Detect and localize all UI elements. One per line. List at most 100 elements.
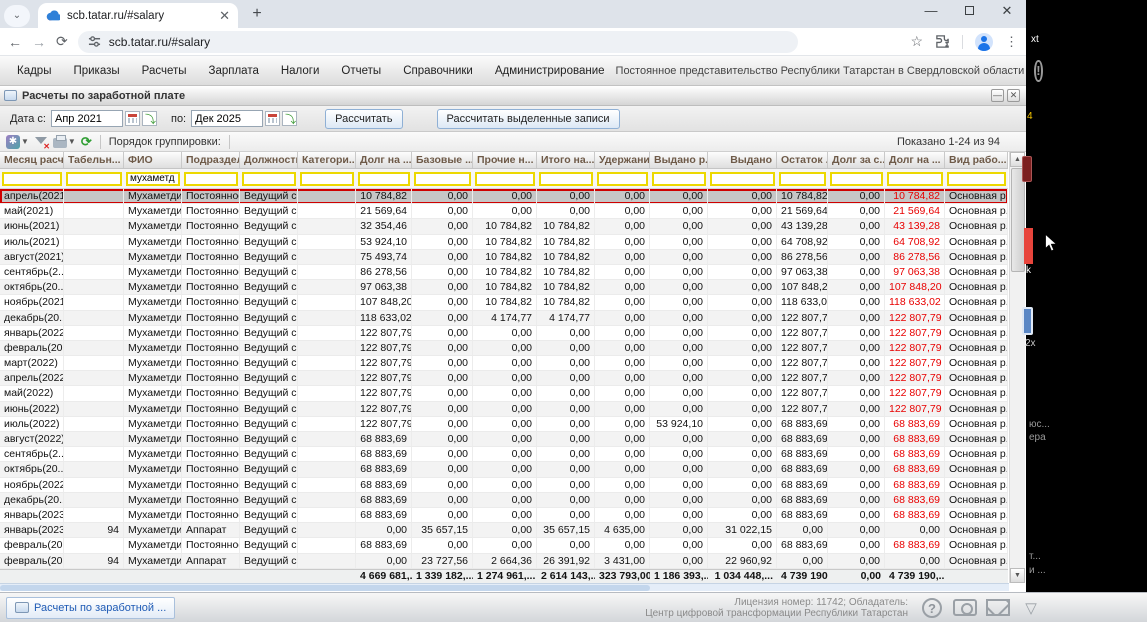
column-filter-input[interactable] <box>947 171 1006 186</box>
address-bar[interactable]: scb.tatar.ru/#salary <box>77 30 798 53</box>
table-row[interactable]: октябрь(20... Мухаметди...Постоянное...Ве… <box>0 280 1008 296</box>
column-filter-input[interactable] <box>597 171 648 186</box>
table-row[interactable]: март(2022) Мухаметди...Постоянное...Ведущ… <box>0 356 1008 372</box>
date-picker-icon[interactable] <box>282 111 298 127</box>
column-filter-input[interactable] <box>66 171 122 186</box>
bookmark-star-icon[interactable]: ☆ <box>910 33 923 49</box>
mail-envelope-icon[interactable] <box>986 599 1010 616</box>
window-close-button[interactable]: ✕ <box>1001 3 1013 18</box>
forward-icon[interactable]: → <box>32 33 46 50</box>
horizontal-scrollbar[interactable] <box>0 582 1009 591</box>
menu-item-raschety[interactable]: Расчеты <box>141 64 187 77</box>
column-filter-input[interactable] <box>300 171 354 186</box>
horizontal-scrollbar-thumb[interactable] <box>0 584 650 591</box>
settings-gear-icon[interactable]: ✱ ▼ <box>6 134 29 150</box>
tab-close-icon[interactable]: ✕ <box>219 7 230 23</box>
scroll-up-arrow[interactable]: ▲ <box>1010 152 1025 167</box>
menu-item-nalogi[interactable]: Налоги <box>280 64 320 77</box>
column-header[interactable]: Удержания <box>595 152 650 168</box>
column-filter-input[interactable] <box>2 171 62 186</box>
calendar-icon[interactable] <box>265 111 281 126</box>
table-row[interactable]: ноябрь(2021) Мухаметди...Постоянное...Вед… <box>0 295 1008 311</box>
vertical-scrollbar[interactable]: ▲ ▼ <box>1009 152 1025 583</box>
table-row[interactable]: август(2022) Мухаметди...Постоянное...Вед… <box>0 432 1008 448</box>
table-row[interactable]: январь(2023)94Мухаметди...АппаратВедущий… <box>0 523 1008 539</box>
column-header[interactable]: Должность <box>240 152 298 168</box>
chevron-down-icon[interactable]: ▽ <box>1025 599 1037 617</box>
column-header[interactable]: Долг за с... <box>828 152 885 168</box>
menu-item-otchety[interactable]: Отчеты <box>341 64 382 77</box>
table-row[interactable]: май(2021) Мухаметди...Постоянное...Ведущи… <box>0 204 1008 220</box>
calculate-button[interactable]: Рассчитать <box>325 108 403 129</box>
column-filter-input[interactable] <box>414 171 471 186</box>
column-filter-input[interactable] <box>184 171 238 186</box>
reload-icon[interactable]: ⟳ <box>56 33 68 49</box>
new-tab-button[interactable]: + <box>252 5 262 22</box>
window-minimize-button[interactable]: — <box>924 3 938 18</box>
table-row[interactable]: апрель(2021) Мухаметди...Постоянное...Вед… <box>0 189 1008 205</box>
menu-item-kadry[interactable]: Кадры <box>17 64 52 77</box>
table-row[interactable]: декабрь(20... Мухаметди...Постоянное...Ве… <box>0 310 1008 326</box>
column-header[interactable]: Месяц расч... <box>0 152 64 168</box>
column-header[interactable]: Долг на ... <box>356 152 412 168</box>
window-maximize-button[interactable] <box>950 0 988 24</box>
column-header[interactable]: Подразделе... <box>182 152 240 168</box>
table-row[interactable]: февраль(20...94Мухаметди...АппаратВедущи… <box>0 553 1008 569</box>
column-filter-input[interactable] <box>539 171 593 186</box>
column-header[interactable]: Категори... <box>298 152 356 168</box>
table-row[interactable]: июль(2021) Мухаметди...Постоянное...Ведущ… <box>0 234 1008 250</box>
date-from-input[interactable] <box>50 110 123 127</box>
help-icon[interactable]: ? <box>922 597 942 618</box>
clear-filter-icon[interactable] <box>34 134 50 151</box>
column-header[interactable]: Итого на... <box>537 152 595 168</box>
column-filter-input[interactable] <box>779 171 826 186</box>
table-row[interactable]: ноябрь(2022) Мухаметди...Постоянное...Вед… <box>0 477 1008 493</box>
clock-icon[interactable]: ! <box>1034 59 1043 82</box>
panel-minimize-button[interactable]: — <box>991 89 1004 102</box>
column-header[interactable]: Выдано р... <box>650 152 708 168</box>
browser-menu-icon[interactable]: ⋮ <box>1005 33 1018 49</box>
column-filter-input[interactable] <box>652 171 706 186</box>
column-header[interactable]: Базовые ... <box>412 152 473 168</box>
table-row[interactable]: апрель(2022) Мухаметди...Постоянное...Вед… <box>0 371 1008 387</box>
refresh-icon[interactable]: ⟳ <box>80 133 92 149</box>
panel-close-button[interactable]: ✕ <box>1007 89 1020 102</box>
table-row[interactable]: январь(2022) Мухаметди...Постоянное...Вед… <box>0 325 1008 341</box>
table-row[interactable]: январь(2023) Мухаметди...Постоянное...Вед… <box>0 507 1008 524</box>
screenshot-camera-icon[interactable] <box>953 599 977 616</box>
table-row[interactable]: декабрь(20... Мухаметди...Постоянное...Ве… <box>0 492 1008 508</box>
table-row[interactable]: сентябрь(2... Мухаметди...Постоянное...Ве… <box>0 264 1008 281</box>
column-filter-input[interactable] <box>126 171 180 186</box>
table-row[interactable]: февраль(20... Мухаметди...Постоянное...Ве… <box>0 340 1008 357</box>
window-task-button[interactable]: Расчеты по заработной ... <box>6 596 176 619</box>
table-row[interactable]: июль(2022) Мухаметди...Постоянное...Ведущ… <box>0 416 1008 432</box>
calculate-selected-button[interactable]: Рассчитать выделенные записи <box>436 108 620 129</box>
column-filter-input[interactable] <box>242 171 296 186</box>
menu-item-spravochniki[interactable]: Справочники <box>403 64 473 77</box>
calendar-icon[interactable] <box>124 111 140 126</box>
column-filter-input[interactable] <box>887 171 943 186</box>
menu-item-prikazy[interactable]: Приказы <box>73 64 120 77</box>
table-row[interactable]: июнь(2022) Мухаметди...Постоянное...Ведущ… <box>0 401 1008 417</box>
date-picker-icon[interactable] <box>141 111 157 127</box>
tab-search-button[interactable]: ⌄ <box>4 4 30 27</box>
column-filter-input[interactable] <box>475 171 535 186</box>
column-filter-input[interactable] <box>710 171 775 186</box>
column-header[interactable]: Выдано <box>708 152 777 168</box>
profile-avatar[interactable] <box>975 32 993 51</box>
menu-item-administrirovanie[interactable]: Администрирование <box>494 64 605 77</box>
table-row[interactable]: август(2021) Мухаметди...Постоянное...Вед… <box>0 249 1008 265</box>
table-row[interactable]: май(2022) Мухаметди...Постоянное...Ведущи… <box>0 386 1008 402</box>
browser-tab[interactable]: scb.tatar.ru/#salary ✕ <box>38 3 238 28</box>
date-to-input[interactable] <box>191 110 264 127</box>
site-info-icon[interactable] <box>88 35 101 48</box>
table-row[interactable]: сентябрь(2... Мухаметди...Постоянное...Ве… <box>0 447 1008 463</box>
extensions-puzzle-icon[interactable] <box>935 34 950 49</box>
column-header[interactable]: ФИО <box>124 152 182 168</box>
table-row[interactable]: февраль(20... Мухаметди...Постоянное...Ве… <box>0 538 1008 554</box>
column-header[interactable]: Остаток ... <box>777 152 828 168</box>
back-icon[interactable]: ← <box>8 33 22 50</box>
table-row[interactable]: октябрь(20... Мухаметди...Постоянное...Ве… <box>0 462 1008 478</box>
column-header[interactable]: Прочие н... <box>473 152 537 168</box>
vertical-scrollbar-thumb[interactable] <box>1011 168 1025 272</box>
